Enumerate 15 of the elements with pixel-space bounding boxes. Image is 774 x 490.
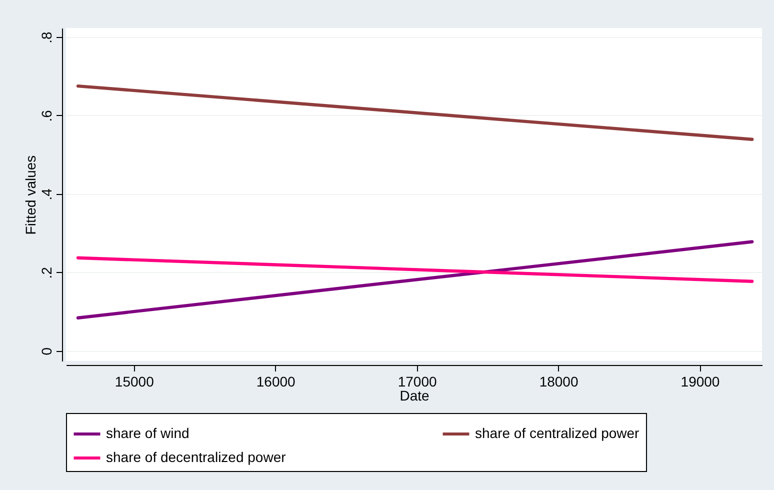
x-tick-label: 18000 [539,374,578,390]
x-tick-label: 17000 [398,374,438,390]
y-tick-label: .8 [38,31,54,44]
x-tick-label: 19000 [680,374,720,390]
x-tick-label: 16000 [256,374,296,390]
y-tick-label: .4 [38,188,54,200]
legend-label: share of wind [106,425,190,441]
y-axis-title: Fitted values [22,155,38,235]
y-tick-label: .2 [38,266,54,279]
legend-label: share of decentralized power [106,449,286,465]
legend-label: share of centralized power [475,425,640,441]
y-tick-label: .6 [38,110,54,122]
x-tick-label: 15000 [114,374,154,390]
x-axis-title: Date [400,388,430,404]
y-tick-label: 0 [38,347,54,356]
